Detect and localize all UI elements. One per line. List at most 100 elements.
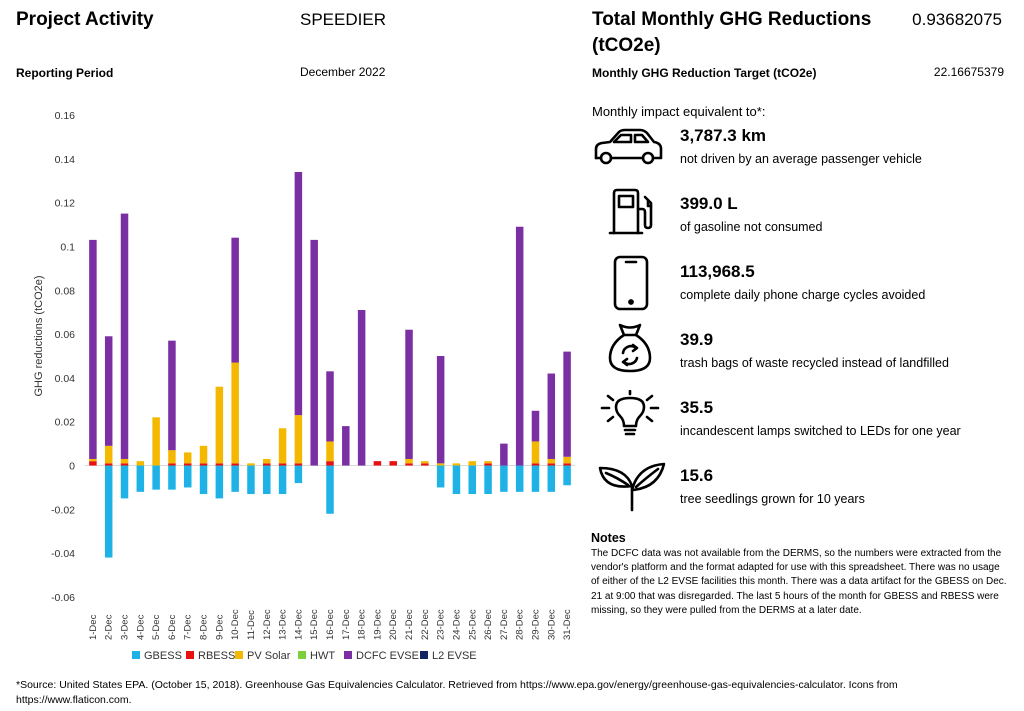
x-tick-label: 12-Dec xyxy=(262,609,273,640)
bar-segment-rbess xyxy=(405,463,413,466)
bar-segment-dcfc-evse xyxy=(120,213,129,459)
total-reductions-value: 0.93682075 xyxy=(912,10,1002,29)
bar-segment-rbess xyxy=(421,463,429,466)
bar-segment-gbess xyxy=(152,465,160,490)
x-tick-label: 27-Dec xyxy=(499,609,510,640)
x-tick-label: 28-Dec xyxy=(515,609,526,640)
legend-label: GBESS xyxy=(144,650,182,662)
target-value: 22.16675379 xyxy=(933,65,1004,79)
y-tick-label: 0.14 xyxy=(55,154,76,166)
bar-segment-gbess xyxy=(104,465,113,558)
x-tick-label: 23-Dec xyxy=(436,609,447,640)
y-tick-label: 0.16 xyxy=(55,110,76,122)
reporting-period-value: December 2022 xyxy=(300,65,386,79)
bar-segment-gbess xyxy=(468,465,477,495)
bar-segment-pv-solar xyxy=(231,362,239,464)
bar-segment-dcfc-evse xyxy=(547,373,556,459)
bar-segment-rbess xyxy=(104,463,113,466)
bar-segment-rbess xyxy=(199,463,208,466)
x-tick-label: 13-Dec xyxy=(278,609,289,640)
bar-segment-dcfc-evse xyxy=(515,226,524,466)
bar-segment-pv-solar xyxy=(120,458,129,464)
bar-segment-dcfc-evse xyxy=(405,329,413,459)
y-tick-label: 0.02 xyxy=(55,417,76,429)
bar-segment-gbess xyxy=(294,465,303,484)
y-tick-label: 0.04 xyxy=(55,373,76,385)
bar-segment-pv-solar xyxy=(484,461,492,464)
impact-value-phone: 113,968.5 xyxy=(680,262,755,281)
bar-segment-rbess xyxy=(531,463,540,466)
bar-segment-gbess xyxy=(500,465,508,492)
legend-label: RBESS xyxy=(198,650,235,662)
bar-segment-gbess xyxy=(247,465,255,495)
bar-segment-pv-solar xyxy=(89,458,97,462)
x-tick-label: 4-Dec xyxy=(135,614,146,640)
legend-label: DCFC EVSE xyxy=(356,650,419,662)
impact-desc-gasoline: of gasoline not consumed xyxy=(680,220,823,234)
x-tick-label: 29-Dec xyxy=(530,609,541,640)
x-tick-label: 6-Dec xyxy=(167,614,178,640)
y-tick-label: -0.02 xyxy=(51,504,75,516)
legend-swatch xyxy=(298,651,306,659)
car-icon xyxy=(592,126,664,168)
bar-segment-rbess xyxy=(231,463,239,466)
y-tick-label: 0.12 xyxy=(55,198,76,210)
bar-segment-pv-solar xyxy=(278,428,287,464)
x-tick-label: 2-Dec xyxy=(104,614,115,640)
bar-segment-rbess xyxy=(326,461,334,466)
bar-segment-gbess xyxy=(452,465,461,495)
x-tick-label: 21-Dec xyxy=(404,609,415,640)
bar-segment-dcfc-evse xyxy=(326,371,334,442)
impact-desc-distance: not driven by an average passenger vehic… xyxy=(680,152,922,166)
bar-segment-dcfc-evse xyxy=(357,309,366,466)
bar-segment-rbess xyxy=(389,461,397,466)
notes-title: Notes xyxy=(591,531,626,545)
total-reductions-label: Total Monthly GHG Reductions xyxy=(592,9,872,30)
y-tick-label: -0.06 xyxy=(51,592,75,604)
y-tick-label: 0.06 xyxy=(55,329,76,341)
y-axis-title: GHG reductions (tCO2e) xyxy=(33,275,45,396)
project-name: SPEEDIER xyxy=(300,10,386,29)
x-tick-label: 26-Dec xyxy=(483,609,494,640)
bar-segment-gbess xyxy=(547,465,556,492)
impact-value-lamps: 35.5 xyxy=(680,398,714,417)
x-tick-label: 25-Dec xyxy=(467,609,478,640)
x-tick-label: 10-Dec xyxy=(230,609,241,640)
bar-segment-gbess xyxy=(263,465,271,495)
impact-desc-seedlings: tree seedlings grown for 10 years xyxy=(680,492,865,506)
bar-segment-pv-solar xyxy=(436,463,445,466)
seedling-icon xyxy=(596,460,668,512)
bar-segment-dcfc-evse xyxy=(563,351,571,457)
bar-segment-gbess xyxy=(326,465,334,514)
target-label: Monthly GHG Reduction Target (tCO2e) xyxy=(592,66,817,80)
x-tick-label: 20-Dec xyxy=(388,609,399,640)
x-tick-label: 19-Dec xyxy=(372,609,383,640)
legend-swatch xyxy=(344,651,352,659)
bar-segment-rbess xyxy=(168,463,176,466)
x-tick-label: 15-Dec xyxy=(309,609,320,640)
x-tick-label: 11-Dec xyxy=(246,610,257,640)
x-tick-label: 5-Dec xyxy=(151,614,162,640)
bar-segment-gbess xyxy=(531,465,540,492)
x-tick-label: 31-Dec xyxy=(562,609,573,640)
x-tick-label: 16-Dec xyxy=(325,609,336,640)
y-tick-label: 0 xyxy=(69,461,75,473)
y-tick-label: -0.04 xyxy=(51,548,75,560)
bar-segment-gbess xyxy=(168,465,176,490)
impact-value-gasoline: 399.0 L xyxy=(680,194,738,213)
legend-swatch xyxy=(235,651,243,659)
bar-segment-rbess xyxy=(373,461,382,466)
bar-segment-dcfc-evse xyxy=(89,239,97,459)
bar-segment-pv-solar xyxy=(263,458,271,464)
recycle-bag-icon xyxy=(606,322,654,374)
bar-segment-gbess xyxy=(231,465,239,492)
bar-segment-pv-solar xyxy=(168,450,176,464)
legend-swatch xyxy=(132,651,140,659)
impact-desc-phone: complete daily phone charge cycles avoid… xyxy=(680,288,926,302)
bar-segment-dcfc-evse xyxy=(342,426,350,466)
bar-segment-gbess xyxy=(563,465,571,486)
bar-segment-rbess xyxy=(183,463,192,466)
x-tick-label: 24-Dec xyxy=(451,609,462,640)
legend-label: L2 EVSE xyxy=(432,650,477,662)
y-tick-label: 0.1 xyxy=(60,241,75,253)
